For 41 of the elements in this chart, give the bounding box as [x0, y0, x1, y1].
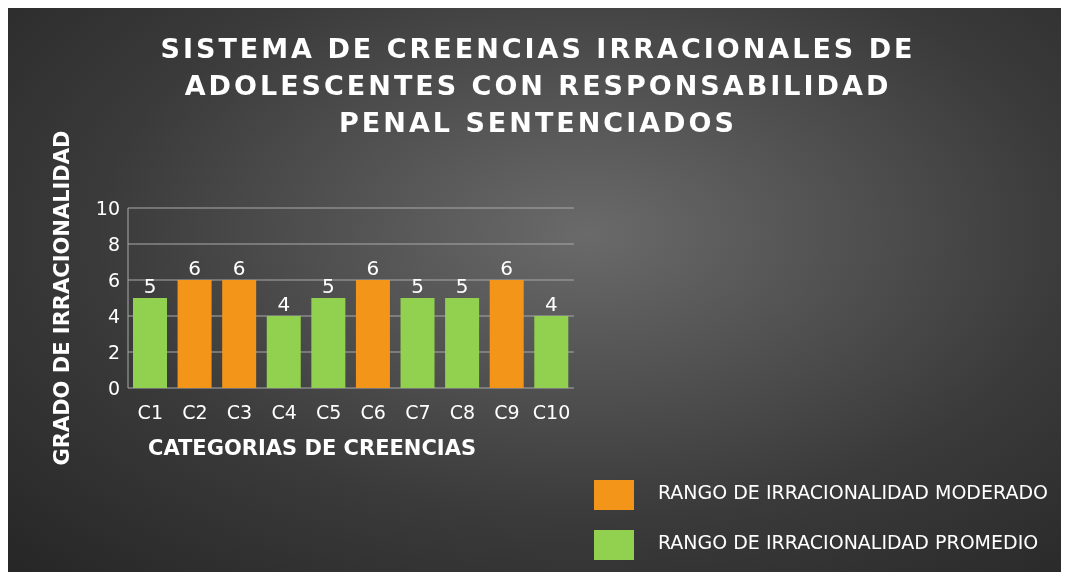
x-tick-label: C5 — [315, 401, 342, 424]
x-tick-label: C10 — [532, 401, 571, 424]
data-label: 6 — [232, 256, 246, 280]
bar — [534, 316, 569, 388]
bar — [355, 280, 390, 388]
data-label: 5 — [321, 274, 335, 298]
bar — [311, 298, 346, 388]
x-axis-title: CATEGORIAS DE CREENCIAS — [148, 436, 477, 460]
y-tick-label: 0 — [107, 376, 120, 399]
x-tick-label: C6 — [360, 401, 386, 424]
x-tick-label: C4 — [271, 401, 297, 424]
x-tick-label: C7 — [405, 401, 431, 424]
data-label: 6 — [366, 256, 380, 280]
legend-label: RANGO DE IRRACIONALIDAD PROMEDIO — [657, 531, 1039, 553]
y-tick-label: 4 — [107, 304, 120, 327]
bar — [400, 298, 435, 388]
data-label: 5 — [143, 274, 157, 298]
chart-title: SISTEMA DE CREENCIAS IRRACIONALES DE ADOLESCENTES CON RESPONSABILIDAD PENAL SENTENCIADOS — [159, 32, 917, 140]
x-tick-label: C2 — [182, 401, 208, 424]
bar — [489, 280, 524, 388]
y-tick-label: 8 — [107, 232, 120, 255]
x-tick-label: C8 — [449, 401, 476, 424]
data-label: 5 — [411, 274, 424, 298]
data-label: 5 — [455, 274, 469, 298]
y-tick-label: 10 — [95, 196, 120, 219]
y-axis-title: GRADO DE IRRACIONALIDAD — [50, 130, 74, 466]
bar — [222, 280, 257, 388]
bar — [177, 280, 212, 388]
data-label: 4 — [544, 292, 558, 316]
data-label: 6 — [500, 256, 514, 280]
x-tick-label: C3 — [226, 401, 253, 424]
data-label: 6 — [188, 256, 201, 280]
legend-label: RANGO DE IRRACIONALIDAD MODERADO — [657, 481, 1048, 503]
bar — [133, 298, 167, 388]
bar — [445, 298, 480, 388]
x-tick-label: C1 — [137, 401, 163, 424]
data-label: 4 — [277, 292, 291, 316]
x-tick-label: C9 — [494, 401, 520, 424]
y-tick-label: 6 — [107, 268, 120, 291]
bar — [266, 316, 301, 388]
y-tick-label: 2 — [107, 340, 120, 363]
